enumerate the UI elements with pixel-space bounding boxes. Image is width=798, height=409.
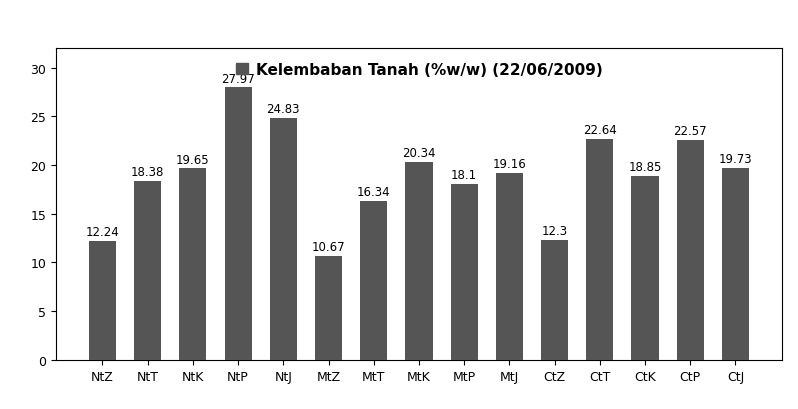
- Bar: [360, 201, 387, 360]
- Bar: [405, 162, 433, 360]
- Text: 22.64: 22.64: [583, 124, 617, 137]
- Text: 19.73: 19.73: [719, 153, 753, 165]
- Text: 24.83: 24.83: [267, 103, 300, 116]
- Text: 18.1: 18.1: [451, 168, 477, 181]
- Bar: [315, 256, 342, 360]
- Text: 19.16: 19.16: [492, 158, 526, 171]
- Text: 10.67: 10.67: [312, 240, 346, 253]
- Text: 18.38: 18.38: [131, 166, 164, 178]
- Bar: [451, 184, 478, 360]
- Bar: [180, 169, 207, 360]
- Bar: [587, 140, 614, 360]
- Text: 18.85: 18.85: [628, 161, 662, 174]
- Text: 12.3: 12.3: [542, 225, 567, 238]
- Text: 19.65: 19.65: [176, 153, 210, 166]
- Bar: [270, 119, 297, 360]
- Bar: [496, 174, 523, 360]
- Bar: [541, 240, 568, 360]
- Bar: [722, 168, 749, 360]
- Text: 22.57: 22.57: [674, 125, 707, 138]
- Bar: [89, 241, 116, 360]
- Text: 20.34: 20.34: [402, 146, 436, 160]
- Legend: Kelembaban Tanah (%w/w) (22/06/2009): Kelembaban Tanah (%w/w) (22/06/2009): [230, 57, 608, 84]
- Bar: [677, 141, 704, 360]
- Bar: [134, 181, 161, 360]
- Bar: [631, 177, 658, 360]
- Text: 12.24: 12.24: [85, 225, 120, 238]
- Text: 27.97: 27.97: [221, 72, 255, 85]
- Text: 16.34: 16.34: [357, 185, 390, 198]
- Bar: [224, 88, 251, 360]
